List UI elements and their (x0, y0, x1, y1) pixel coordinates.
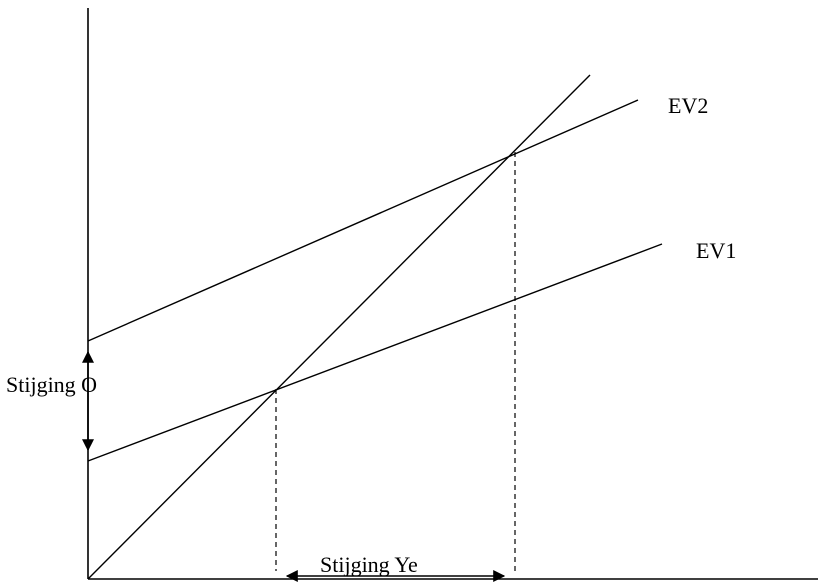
rise-o-label: Stijging O (6, 372, 97, 397)
rise-ye-label: Stijging Ye (320, 552, 418, 577)
ev1-line (87, 243, 663, 462)
ev1-label: EV1 (696, 238, 736, 263)
ev2-line (87, 99, 639, 342)
ev2-label: EV2 (668, 93, 708, 118)
forty-five-degree-line (87, 74, 591, 580)
